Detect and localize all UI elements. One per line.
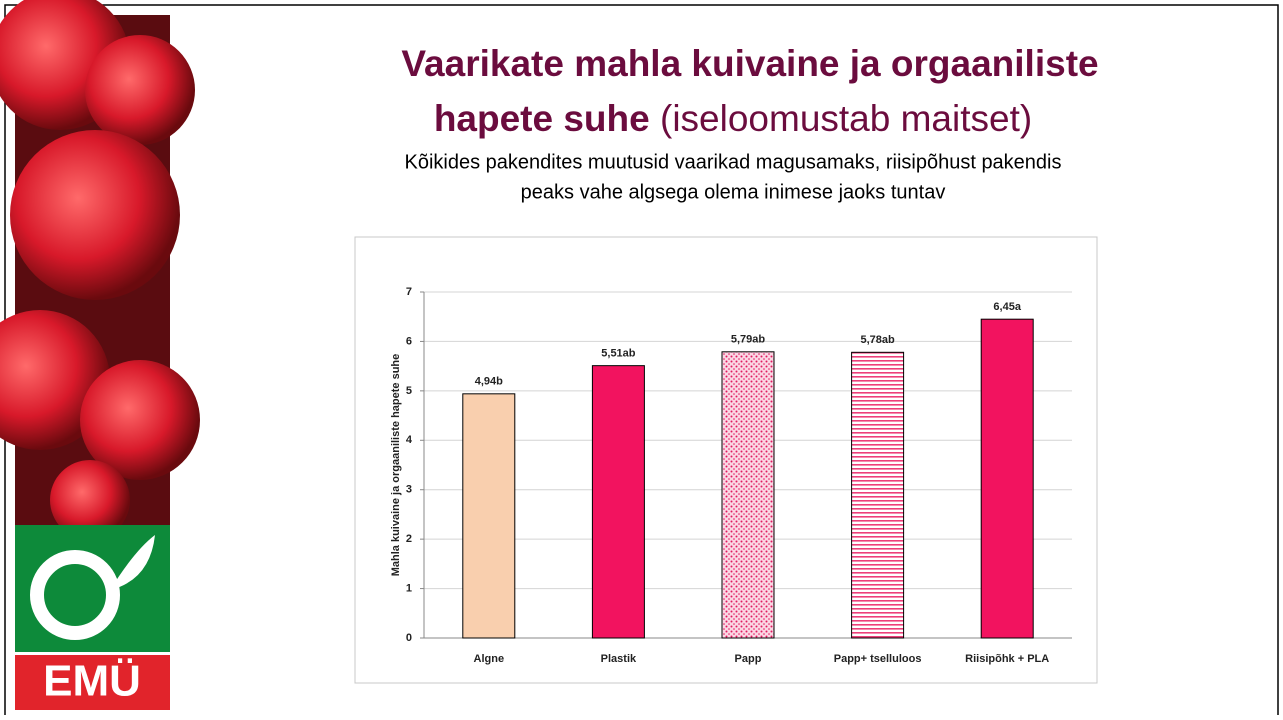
y-tick-label: 1	[406, 582, 412, 594]
subtitle: peaks vahe algsega olema inimese jaoks t…	[521, 181, 946, 203]
x-tick-label: Papp	[735, 653, 762, 665]
x-tick-label: Papp+ tselluloos	[834, 653, 922, 665]
bar	[721, 351, 775, 639]
logo: EMÜ	[15, 525, 170, 710]
y-tick-label: 3	[406, 484, 412, 496]
y-tick-label: 0	[406, 632, 412, 644]
value-label: 5,78ab	[860, 334, 895, 346]
subtitle: Kõikides pakendites muutusid vaarikad ma…	[404, 151, 1061, 173]
logo-text: EMÜ	[43, 657, 141, 706]
raspberry-image	[0, 0, 200, 540]
y-tick-label: 2	[406, 533, 412, 545]
value-label: 5,79ab	[731, 334, 766, 346]
slide-title-line2: hapete suhe (iseloomustab maitset)	[434, 98, 1032, 139]
y-tick-label: 6	[406, 335, 412, 347]
slide-title: Vaarikate mahla kuivaine ja orgaaniliste	[401, 43, 1098, 84]
y-tick-label: 7	[406, 286, 412, 298]
y-axis-label: Mahla kuivaine ja orgaaniliste hapete su…	[390, 354, 402, 577]
bar	[462, 393, 516, 639]
title-note: (iseloomustab maitset)	[660, 98, 1032, 139]
x-tick-label: Plastik	[601, 653, 637, 665]
value-label: 6,45a	[993, 301, 1021, 313]
value-label: 4,94b	[475, 376, 503, 388]
bar	[591, 365, 645, 639]
x-tick-label: Riisipõhk + PLA	[965, 653, 1049, 665]
y-tick-label: 4	[406, 434, 413, 446]
x-tick-label: Algne	[474, 653, 505, 665]
y-tick-label: 5	[406, 385, 412, 397]
bar	[980, 318, 1034, 639]
bar	[851, 351, 905, 639]
value-label: 5,51ab	[601, 348, 636, 360]
title-bold: hapete suhe	[434, 98, 650, 139]
